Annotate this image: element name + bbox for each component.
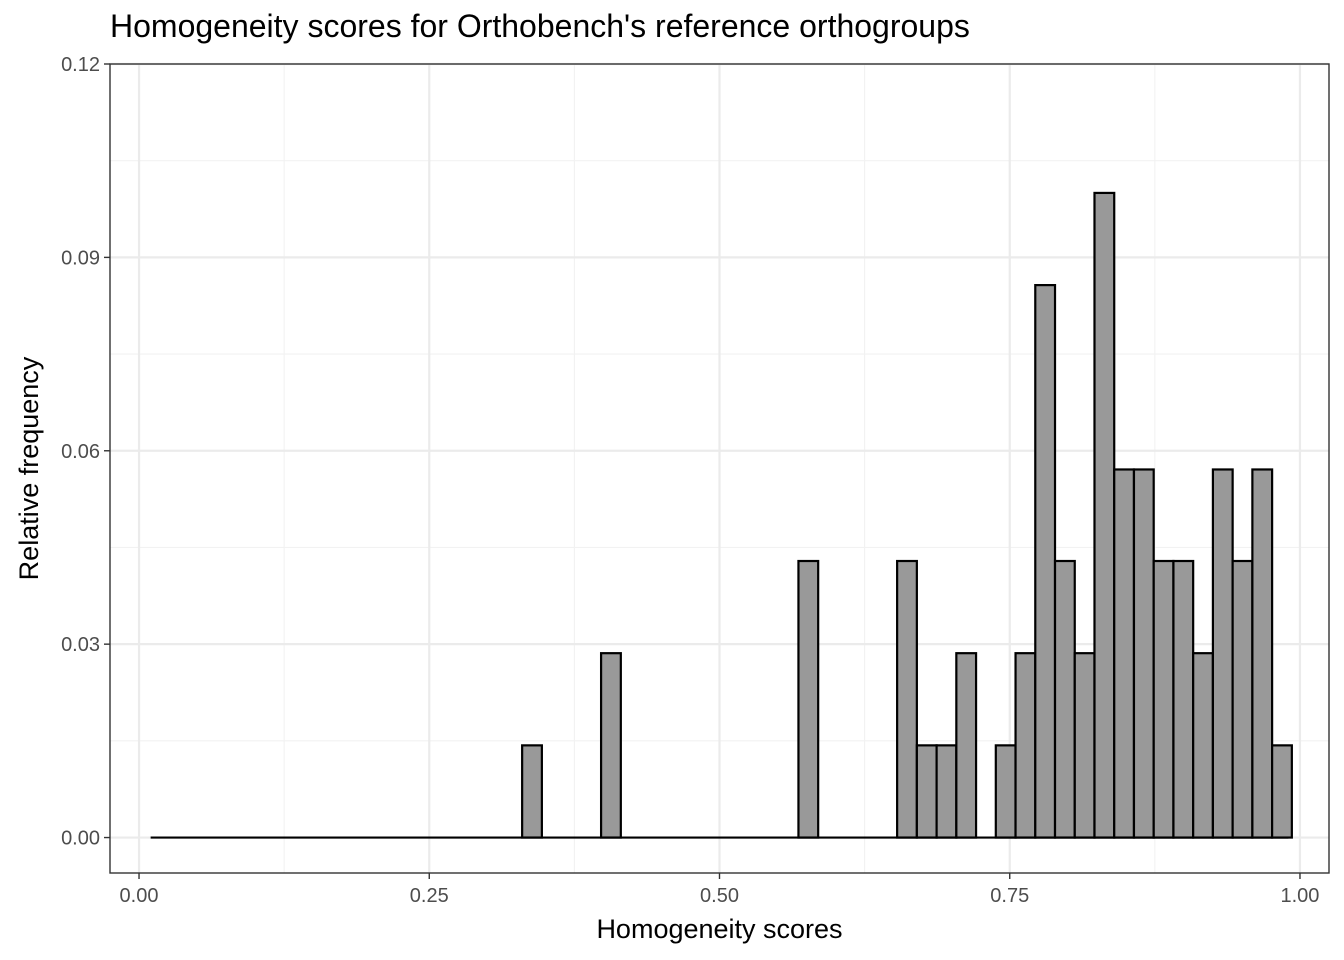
histogram-bar bbox=[1251, 468, 1274, 839]
histogram-bar bbox=[797, 559, 820, 839]
y-tick-label: 0.00 bbox=[61, 828, 100, 850]
x-axis-title: Homogeneity scores bbox=[596, 914, 842, 944]
histogram-bar bbox=[1014, 652, 1037, 839]
histogram-bar bbox=[994, 744, 1017, 839]
axis-ticks bbox=[104, 63, 1301, 879]
histogram-bar bbox=[1172, 559, 1195, 839]
histogram-bar bbox=[1211, 468, 1234, 839]
histogram-bar bbox=[1192, 652, 1215, 839]
histogram-bar bbox=[896, 559, 918, 839]
y-tick-label: 0.09 bbox=[61, 247, 100, 269]
histogram-bar bbox=[1271, 744, 1293, 839]
histogram-bar bbox=[935, 744, 958, 839]
y-tick-label: 0.12 bbox=[61, 54, 100, 76]
x-tick-label: 0.75 bbox=[990, 885, 1029, 907]
tick-labels: 0.00 0.25 0.50 0.75 1.00 0.00 0.03 0.06 0.09 0.12 bbox=[61, 54, 1319, 907]
histogram-bar bbox=[521, 744, 543, 839]
histogram-bar bbox=[1152, 559, 1175, 839]
histogram-bar bbox=[955, 652, 978, 839]
histogram-bar bbox=[599, 652, 622, 839]
histogram-bar bbox=[1113, 468, 1136, 839]
histogram-bar bbox=[1053, 559, 1076, 839]
histogram-bar bbox=[1231, 559, 1254, 839]
histogram-bar bbox=[1073, 652, 1096, 839]
y-tick-label: 0.03 bbox=[61, 634, 100, 656]
x-tick-label: 0.25 bbox=[410, 885, 449, 907]
histogram-bar bbox=[1034, 284, 1057, 839]
x-tick-label: 0.50 bbox=[700, 885, 739, 907]
y-tick-label: 0.06 bbox=[61, 441, 100, 463]
histogram-bar bbox=[1132, 468, 1155, 839]
histogram-bar bbox=[915, 744, 938, 839]
chart-title: Homogeneity scores for Orthobench's refe… bbox=[110, 8, 970, 44]
x-tick-label: 1.00 bbox=[1281, 885, 1320, 907]
x-tick-label: 0.00 bbox=[120, 885, 159, 907]
histogram-bars bbox=[150, 191, 1293, 839]
y-axis-title: Relative frequency bbox=[14, 356, 44, 580]
histogram-bar bbox=[1093, 191, 1116, 839]
